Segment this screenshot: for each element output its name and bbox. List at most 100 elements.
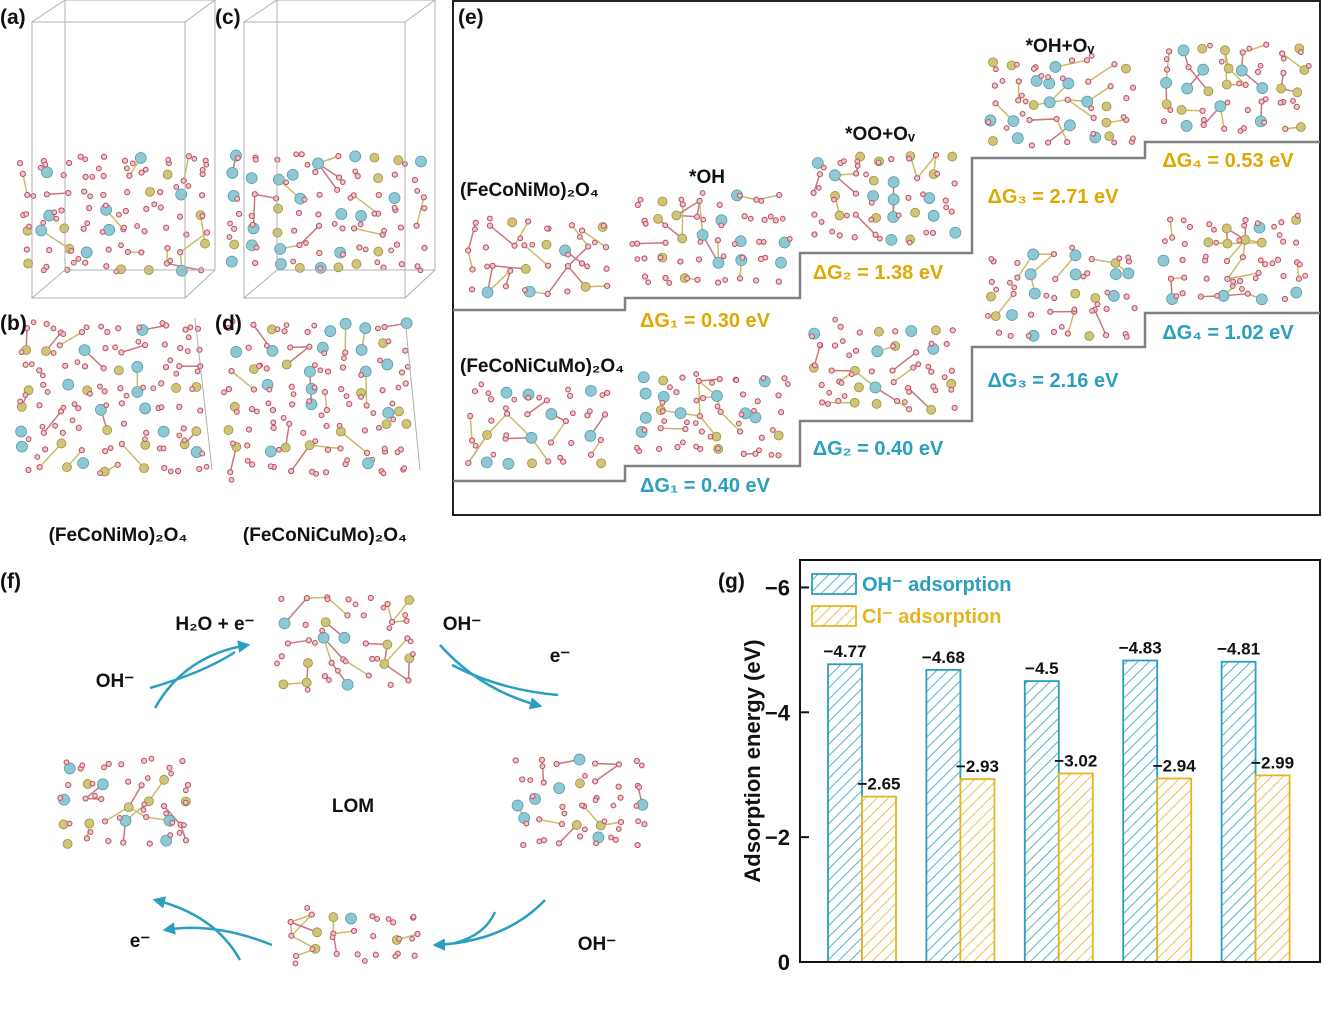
atom (181, 822, 187, 828)
atom (694, 276, 701, 283)
atom (338, 386, 345, 393)
atom (122, 207, 129, 215)
atom (124, 248, 132, 256)
value-label: −4.83 (1119, 639, 1162, 658)
atom (662, 239, 669, 246)
atom (697, 239, 704, 245)
atom (331, 220, 338, 227)
atom (370, 410, 377, 416)
atom (394, 449, 401, 456)
atom (266, 386, 273, 393)
atom (569, 410, 576, 417)
caption: (FeCoNiCuMo)₂O₄ (243, 525, 407, 546)
atom (1157, 254, 1170, 267)
atom (288, 932, 295, 939)
atom (740, 450, 747, 457)
atom (355, 344, 368, 356)
crystal (16, 152, 211, 277)
atom (41, 166, 53, 179)
atom (362, 246, 369, 253)
bond (907, 387, 932, 411)
crystal (808, 316, 958, 415)
atom (1088, 256, 1095, 263)
atom (465, 247, 472, 254)
atom (720, 253, 727, 260)
atom (871, 398, 882, 409)
atom (837, 323, 844, 330)
atom (1203, 237, 1214, 248)
atom (1256, 82, 1269, 94)
atom (1277, 99, 1284, 106)
atom (841, 393, 848, 399)
atom (633, 444, 640, 451)
bond (290, 444, 311, 472)
atom (738, 411, 745, 418)
atom (512, 757, 519, 764)
atom (633, 802, 640, 809)
atom (488, 417, 495, 424)
atom (62, 838, 73, 849)
atom (40, 381, 47, 388)
atom (1236, 80, 1242, 87)
atom (185, 153, 192, 160)
atom (43, 320, 50, 328)
atom (773, 430, 784, 441)
atom (615, 783, 622, 790)
atom (381, 419, 392, 430)
atom (16, 440, 28, 453)
atom (1220, 45, 1230, 56)
atom (571, 820, 582, 830)
atom (39, 372, 46, 379)
atom (274, 660, 280, 667)
atom (587, 451, 595, 458)
atom (536, 838, 543, 845)
atom (317, 367, 324, 374)
bond (415, 197, 425, 226)
atom (352, 601, 359, 608)
legend-swatch (811, 605, 857, 627)
atom (140, 807, 147, 813)
atom (1203, 275, 1210, 282)
bond (547, 265, 569, 295)
atom (361, 958, 368, 964)
atom (1028, 100, 1039, 110)
atom (1083, 57, 1091, 64)
atom (852, 190, 859, 197)
y-axis-label: Adsorption energy (eV) (740, 639, 765, 882)
atom (839, 338, 846, 345)
crystal (1157, 212, 1309, 306)
atom (1064, 96, 1071, 103)
structures (15, 41, 1312, 967)
atom (338, 631, 351, 644)
atom (988, 57, 998, 68)
atom (715, 445, 721, 452)
atom (173, 184, 180, 190)
atom (371, 210, 378, 217)
atom (758, 198, 765, 204)
atom (37, 164, 44, 171)
atom (126, 172, 133, 179)
atom (343, 393, 350, 400)
atom (365, 672, 372, 679)
atom (162, 169, 173, 180)
atom (252, 259, 259, 267)
atom (929, 229, 937, 237)
atom (562, 418, 569, 425)
atom (490, 451, 497, 458)
atom (809, 333, 815, 340)
atom (1296, 122, 1306, 132)
atom (762, 254, 769, 261)
atom (274, 243, 287, 255)
atom (1181, 274, 1188, 281)
atom (144, 775, 151, 781)
atom (642, 220, 649, 227)
bond (523, 244, 549, 267)
atom (324, 368, 332, 375)
atom (288, 468, 295, 475)
atom (324, 325, 337, 338)
atom (1045, 139, 1052, 146)
atom (82, 259, 89, 266)
bond (353, 227, 383, 236)
atom (77, 457, 90, 470)
atom (225, 324, 232, 332)
